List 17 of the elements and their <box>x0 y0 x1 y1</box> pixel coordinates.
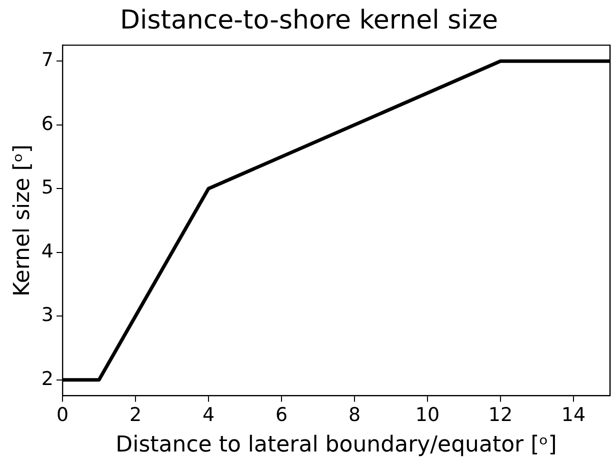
y-tick-label: 4 <box>41 240 54 262</box>
y-tick-label: 6 <box>41 112 54 135</box>
y-tick-label: 2 <box>41 368 54 390</box>
y-tick-label: 7 <box>41 49 54 72</box>
y-axis-title: Kernel size [ᵒ] <box>10 144 35 297</box>
x-tick-label: 0 <box>56 404 69 426</box>
x-tick-label: 6 <box>275 404 288 426</box>
x-tick-label: 8 <box>348 404 361 426</box>
chart-title: Distance-to-shore kernel size <box>120 5 498 36</box>
y-tick-label: 5 <box>41 176 54 199</box>
x-axis-title: Distance to lateral boundary/equator [ᵒ] <box>116 432 557 458</box>
x-tick-label: 2 <box>129 404 142 426</box>
x-tick-label: 10 <box>415 404 440 426</box>
x-tick-label: 14 <box>561 404 586 426</box>
x-tick-label: 12 <box>488 404 513 426</box>
y-tick-label: 3 <box>41 304 54 326</box>
x-tick-label: 4 <box>202 404 215 426</box>
